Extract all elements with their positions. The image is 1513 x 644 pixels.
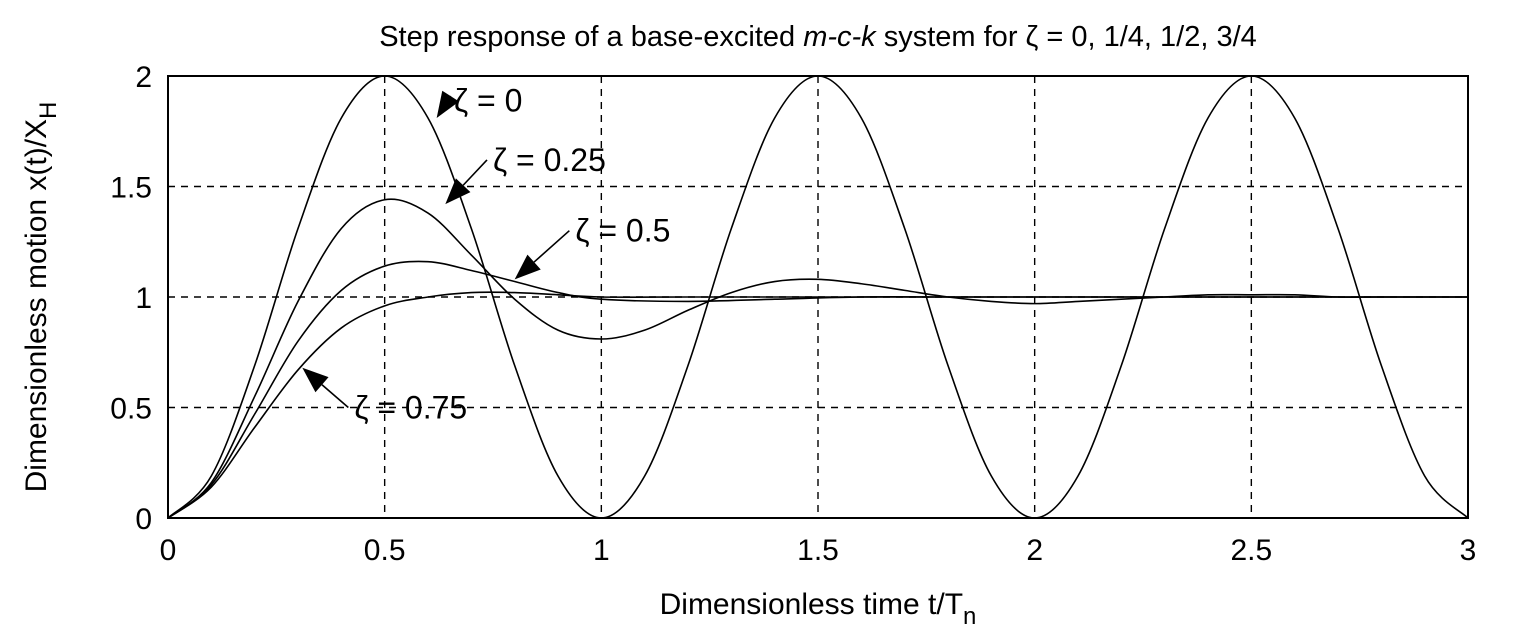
annotation-label: ζ = 0.75 (354, 390, 467, 426)
y-tick-label: 2 (135, 61, 152, 94)
x-tick-label: 3 (1460, 534, 1477, 567)
y-tick-label: 1 (135, 282, 152, 315)
x-axis-label: Dimensionless time t/Tn (660, 588, 977, 630)
plot-frame (167, 75, 1469, 519)
annotation-arrow-head (445, 178, 471, 205)
title-part-0: Step response of a base-excited (379, 21, 803, 53)
title-part-1: m-c-k (803, 21, 877, 53)
x-tick-label: 1.5 (797, 534, 839, 567)
x-tick-label: 2.5 (1230, 534, 1272, 567)
annotation-label: ζ = 0.25 (493, 142, 606, 178)
annotation-label: ζ = 0 (454, 82, 522, 118)
x-tick-label: 0 (160, 534, 177, 567)
title-part-2: system for ζ = 0, 1/4, 1/2, 3/4 (876, 21, 1257, 53)
x-tick-label: 1 (593, 534, 610, 567)
annotation-arrow-head (514, 254, 541, 280)
x-tick-label: 2 (1026, 534, 1043, 567)
annotation-arrow-line (462, 159, 488, 186)
annotation-arrow-line (533, 230, 570, 263)
chart-title: Step response of a base-excited m-c-k sy… (379, 21, 1257, 53)
annotation-arrow-line (321, 384, 349, 409)
y-tick-label: 0.5 (110, 393, 152, 426)
response-curve-zeta-0_25 (167, 198, 1468, 519)
x-tick-label: 0.5 (364, 534, 406, 567)
annotation-arrow-head (302, 367, 329, 393)
response-curve-zeta-0_75 (167, 291, 1468, 519)
y-tick-label: 1.5 (110, 172, 152, 205)
y-tick-label: 0 (135, 503, 152, 536)
curve-annotations: ζ = 0 ζ = 0.25 ζ = 0.5 ζ = 0.75 (302, 82, 670, 426)
annotation-arrow-head (436, 90, 460, 118)
y-axis-label: Dimensionless motion x(t)/XH (20, 102, 62, 493)
annotation-label: ζ = 0.5 (575, 213, 670, 249)
tick-labels: 0 0.5 1 1.5 2 2.5 3 0 0.5 1 1.5 2 (110, 61, 1476, 567)
